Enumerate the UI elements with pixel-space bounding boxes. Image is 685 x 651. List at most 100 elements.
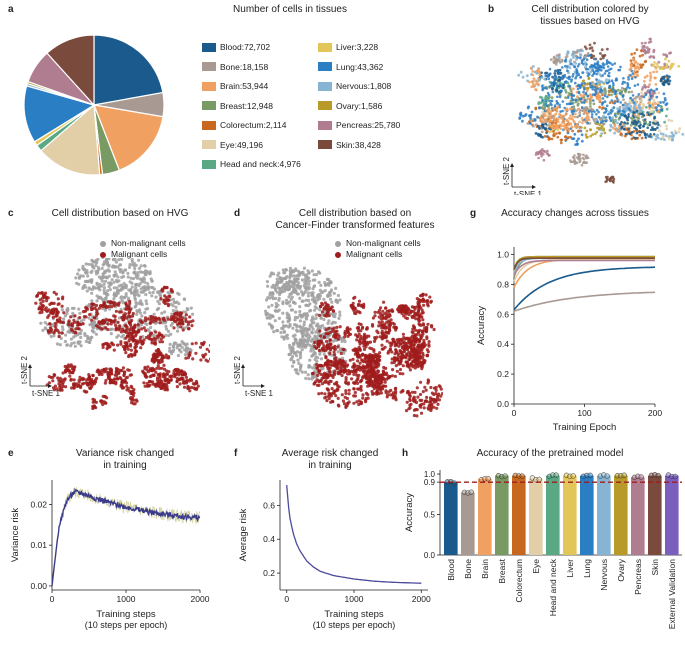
tsne-d-points — [264, 266, 443, 418]
x-category-label: Skin — [650, 559, 660, 576]
pie-slice-brain — [93, 104, 164, 172]
panel-c-title: Cell distribution based on HVG — [51, 208, 189, 219]
y-tick-label: 0.6 — [263, 500, 275, 510]
pretrained-accuracy-bar-chart: 0.0 0.5 0.91.0 Accuracy Blood Bone Brain Breast… — [404, 470, 682, 630]
x-axis-label-line2: (10 steps per epoch) — [85, 620, 168, 630]
bar-ovary — [614, 475, 628, 555]
replicate-dot — [604, 473, 610, 479]
pie-legend-item: Lung:43,362 — [318, 62, 383, 72]
legend-label: Head and neck:4,976 — [220, 159, 301, 169]
tsne-ylabel: t-SNE 2 — [502, 156, 511, 185]
pie-slice-eye — [40, 103, 101, 176]
y-tick-label: 0.2 — [497, 369, 509, 379]
arrow-up-icon — [241, 364, 245, 368]
legend-label: Colorectum:2,114 — [220, 120, 287, 130]
legend-label: Bone:18,158 — [220, 61, 269, 72]
x-tick-label: 1000 — [117, 594, 136, 604]
pie-legend-item: Brain:53,944 — [202, 81, 268, 91]
bar-colorectum — [512, 475, 526, 555]
panel-g-label: g — [470, 208, 477, 219]
x-tick-label: 0 — [50, 594, 55, 604]
x-category-label: Lung — [582, 559, 592, 578]
replicate-dot — [485, 476, 491, 482]
x-category-label: Nervous — [599, 559, 609, 591]
series-line-pencreas — [513, 259, 655, 276]
panel-d-title-line2: Cancer-Finder transformed features — [275, 220, 435, 231]
legend-label: Pencreas:25,780 — [336, 120, 401, 130]
panel-a-title: Number of cells in tissues — [233, 4, 347, 15]
pie-legend-item: Breast:12,948 — [202, 101, 273, 111]
pie-legend-item: Pencreas:25,780 — [318, 120, 400, 130]
replicate-dot — [672, 473, 678, 480]
legend-label: Breast:12,948 — [220, 100, 273, 111]
series-line-ovary — [513, 255, 655, 270]
panel-e-title-line1: Variance risk changed — [75, 448, 175, 459]
y-tick-label: 0.02 — [30, 499, 47, 509]
legend-label: Liver:3,228 — [336, 42, 379, 52]
tsne-xlabel: t-SNE 1 — [245, 389, 274, 398]
pie-legend-item: Liver:3,228 — [318, 42, 378, 52]
panel-h-title: Accuracy of the pretrained model — [476, 448, 624, 459]
replicate-dot — [587, 472, 593, 478]
arrow-right-icon — [48, 384, 52, 388]
malignant-dot-icon — [335, 251, 341, 258]
panel-d-title: Cell distribution based on Cancer-Finder… — [245, 208, 465, 232]
x-tick-label: 1000 — [345, 594, 364, 604]
x-tick-label: 0 — [284, 594, 289, 604]
panel-e-title: Variance risk changed in training — [40, 448, 210, 472]
x-tick-label: 0 — [512, 408, 517, 418]
y-axis-label: Average risk — [238, 508, 249, 561]
bar-head-and-neck — [546, 475, 560, 555]
bar-external-validation — [665, 475, 679, 555]
panel-b-title: Cell distribution colored by tissues bas… — [500, 4, 680, 28]
non-malignant-dot-icon — [100, 240, 106, 247]
x-category-label: Colorectum — [514, 559, 524, 602]
panel-d-legend: Non-malignant cells Malignant cells — [335, 238, 421, 260]
tsne-ylabel: t-SNE 2 — [233, 355, 242, 384]
accuracy-line-chart: 0.0 0.2 0.4 0.6 0.8 1.0 0 100 200 Training Epoch A… — [476, 247, 662, 433]
legend-swatch — [318, 81, 332, 91]
legend-label: Eye:49,196 — [220, 139, 264, 150]
x-category-label: Pencreas — [633, 559, 643, 595]
replicate-dot — [536, 476, 542, 483]
malignant-dot-icon — [100, 251, 106, 258]
bar-breast — [495, 475, 509, 555]
tsne-c-plot: t-SNE 1t-SNE 2 — [20, 258, 210, 411]
panel-d-title-line1: Cell distribution based on — [298, 208, 412, 219]
bar-eye — [529, 478, 543, 555]
legend-swatch — [202, 81, 216, 91]
tsne-xlabel: t-SNE 1 — [514, 190, 543, 195]
legend-swatch — [318, 101, 332, 110]
series-line-eye — [513, 258, 655, 282]
panel-f-title: Average risk changed in training — [245, 448, 415, 472]
y-tick-label: 1.0 — [497, 249, 509, 259]
pie-slice-blood — [93, 34, 164, 106]
bar-bone — [461, 492, 475, 555]
x-tick-label: 200 — [648, 408, 662, 418]
series-line-brain — [513, 258, 655, 288]
x-category-label: External Validation — [667, 559, 677, 630]
legend-label: Skin:38,428 — [336, 139, 381, 150]
x-axis-label-line2: (10 steps per epoch) — [313, 620, 396, 630]
bar-brain — [478, 478, 492, 555]
series-line-skin — [513, 257, 655, 270]
series-line-bone — [513, 291, 656, 313]
legend-swatch — [318, 140, 332, 149]
replicate-dot — [468, 489, 474, 495]
x-axis-label-line1: Training steps — [324, 609, 384, 620]
y-axis-label: Accuracy — [404, 493, 415, 532]
tsne-ylabel: t-SNE 2 — [20, 355, 29, 384]
y-axis-label: Accuracy — [476, 306, 487, 345]
tsne-b-points — [517, 37, 685, 184]
bar-lung — [580, 475, 594, 555]
x-category-label: Eye — [531, 559, 541, 574]
legend-swatch — [318, 120, 332, 130]
legend-non-malignant: Non-malignant cells — [111, 238, 186, 248]
y-tick-label: 0.00 — [30, 581, 47, 591]
bar-liver — [563, 475, 577, 555]
legend-swatch — [202, 140, 216, 149]
y-tick-label: 1.0 — [424, 470, 436, 479]
pie-legend-item: Ovary:1,586 — [318, 101, 382, 111]
x-tick-label: 100 — [577, 408, 591, 418]
bar-blood — [444, 482, 458, 555]
